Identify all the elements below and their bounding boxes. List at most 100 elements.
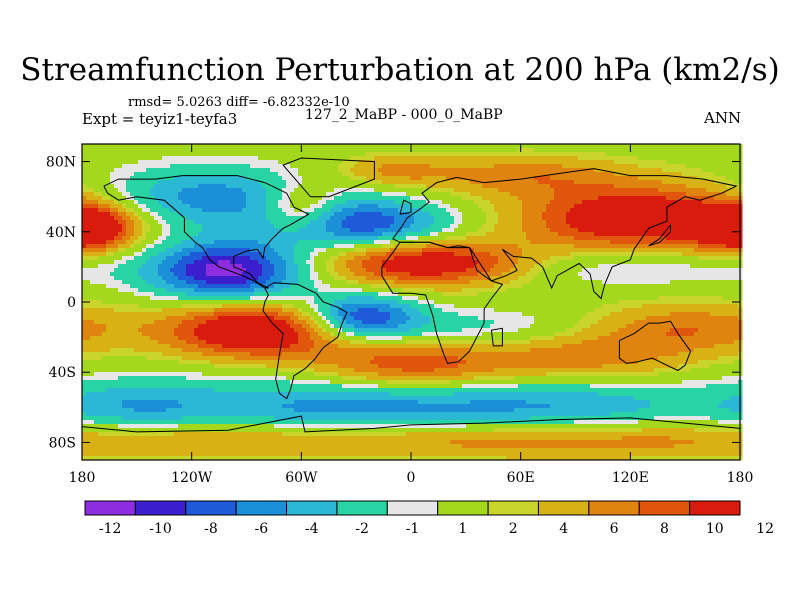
field-cell: [474, 228, 479, 233]
field-cell: [634, 260, 639, 265]
field-cell: [702, 192, 707, 197]
field-cell: [146, 168, 151, 173]
field-cell: [414, 236, 419, 241]
field-cell: [458, 228, 463, 233]
field-cell: [126, 152, 131, 157]
field-cell: [594, 168, 599, 173]
field-cell: [698, 180, 703, 185]
field-cell: [582, 208, 587, 213]
field-cell: [698, 196, 703, 201]
field-cell: [578, 180, 583, 185]
field-cell: [698, 200, 703, 205]
field-cell: [530, 252, 535, 257]
field-cell: [130, 144, 135, 149]
field-cell: [274, 200, 279, 205]
field-cell: [166, 172, 171, 177]
field-cell: [334, 148, 339, 153]
field-cell: [702, 216, 707, 221]
field-cell: [158, 252, 163, 257]
field-cell: [590, 184, 595, 189]
field-cell: [110, 156, 115, 161]
field-cell: [398, 248, 403, 253]
field-cell: [686, 256, 691, 261]
field-cell: [90, 264, 95, 269]
field-cell: [250, 212, 255, 217]
field-cell: [526, 156, 531, 161]
field-cell: [226, 248, 231, 253]
field-cell: [454, 152, 459, 157]
field-cell: [478, 204, 483, 209]
field-cell: [214, 208, 219, 213]
field-cell: [494, 208, 499, 213]
field-cell: [310, 260, 315, 265]
field-cell: [326, 220, 331, 225]
field-cell: [726, 248, 731, 253]
field-cell: [446, 144, 451, 149]
field-cell: [382, 172, 387, 177]
field-cell: [502, 208, 507, 213]
field-cell: [270, 188, 275, 193]
field-cell: [350, 220, 355, 225]
field-cell: [350, 164, 355, 169]
field-cell: [446, 232, 451, 237]
field-cell: [558, 168, 563, 173]
field-cell: [650, 168, 655, 173]
field-cell: [290, 152, 295, 157]
field-cell: [134, 172, 139, 177]
field-cell: [498, 148, 503, 153]
field-cell: [530, 248, 535, 253]
field-cell: [242, 200, 247, 205]
field-cell: [158, 188, 163, 193]
field-cell: [634, 192, 639, 197]
field-cell: [482, 176, 487, 181]
field-cell: [198, 252, 203, 257]
field-cell: [90, 168, 95, 173]
field-cell: [682, 192, 687, 197]
field-cell: [98, 200, 103, 205]
field-cell: [298, 248, 303, 253]
field-cell: [98, 192, 103, 197]
field-cell: [358, 248, 363, 253]
field-cell: [438, 260, 443, 265]
field-cell: [126, 256, 131, 261]
field-cell: [482, 204, 487, 209]
field-cell: [110, 228, 115, 233]
field-cell: [82, 160, 87, 165]
field-cell: [298, 232, 303, 237]
field-cell: [302, 212, 307, 217]
field-cell: [594, 212, 599, 217]
field-cell: [646, 144, 651, 149]
field-cell: [734, 156, 739, 161]
field-cell: [362, 172, 367, 177]
field-cell: [614, 212, 619, 217]
field-cell: [606, 164, 611, 169]
field-cell: [470, 216, 475, 221]
field-cell: [650, 148, 655, 153]
field-cell: [286, 184, 291, 189]
field-cell: [506, 204, 511, 209]
field-cell: [614, 192, 619, 197]
field-cell: [682, 196, 687, 201]
field-cell: [662, 240, 667, 245]
field-cell: [430, 232, 435, 237]
field-cell: [438, 220, 443, 225]
field-cell: [642, 240, 647, 245]
field-cell: [126, 160, 131, 165]
field-cell: [178, 148, 183, 153]
field-cell: [418, 212, 423, 217]
field-cell: [494, 224, 499, 229]
field-cell: [94, 172, 99, 177]
field-cell: [306, 220, 311, 225]
field-cell: [686, 208, 691, 213]
field-cell: [418, 228, 423, 233]
field-cell: [266, 256, 271, 261]
field-cell: [674, 244, 679, 249]
field-cell: [354, 172, 359, 177]
field-cell: [322, 240, 327, 245]
field-cell: [442, 204, 447, 209]
field-cell: [146, 176, 151, 181]
field-cell: [638, 236, 643, 241]
field-cell: [690, 232, 695, 237]
field-cell: [330, 248, 335, 253]
field-cell: [710, 236, 715, 241]
